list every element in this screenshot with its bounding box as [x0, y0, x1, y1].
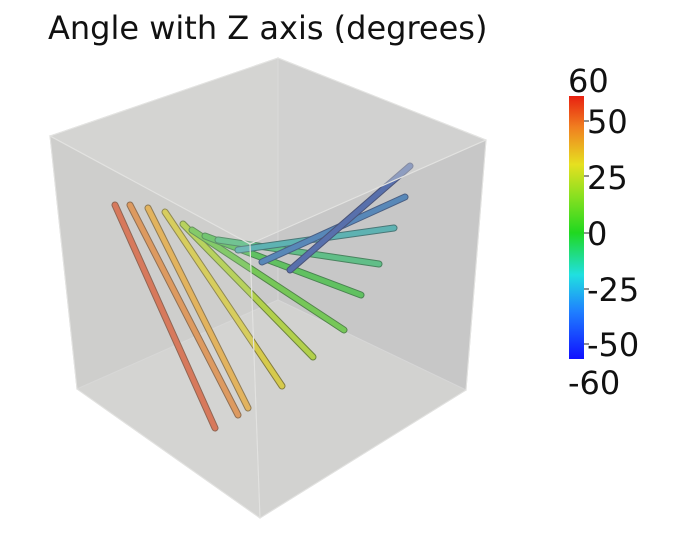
tube — [112, 202, 218, 431]
tube — [127, 202, 241, 418]
tube — [145, 205, 251, 411]
colorbar-tick-label: 0 — [587, 215, 607, 253]
colorbar-tick-label: -25 — [587, 271, 639, 309]
tube — [287, 163, 413, 273]
cube-front — [48, 57, 488, 519]
colorbar-max-label: 60 — [568, 62, 609, 100]
tube — [162, 209, 285, 389]
cube-front-right-face — [249, 139, 487, 519]
colorbar-ticks — [584, 120, 589, 345]
tubes — [111, 162, 414, 432]
tube — [189, 227, 347, 333]
colorbar: 60 50 25 0 -25 -50 -60 — [568, 62, 639, 402]
plot-title: Angle with Z axis (degrees) — [48, 9, 488, 47]
colorbar-tick-label: 50 — [587, 103, 628, 141]
colorbar-tick-label: -50 — [587, 326, 639, 364]
colorbar-tick-label: 25 — [587, 159, 628, 197]
tube — [202, 233, 364, 298]
colorbar-min-label: -60 — [568, 364, 620, 402]
colorbar-gradient — [569, 96, 584, 359]
tube — [180, 221, 316, 360]
tube — [215, 237, 382, 267]
